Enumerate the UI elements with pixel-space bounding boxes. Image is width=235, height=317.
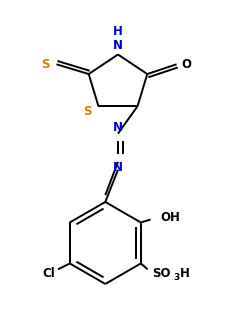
Text: N: N bbox=[113, 121, 123, 134]
Text: O: O bbox=[181, 58, 191, 71]
Text: SO: SO bbox=[153, 267, 171, 280]
Text: H: H bbox=[180, 267, 190, 280]
Text: 3: 3 bbox=[173, 273, 179, 281]
Text: N: N bbox=[113, 39, 123, 52]
Text: H: H bbox=[113, 25, 123, 38]
Text: S: S bbox=[83, 105, 92, 118]
Text: N: N bbox=[113, 161, 123, 174]
Text: S: S bbox=[42, 58, 50, 71]
Text: OH: OH bbox=[160, 211, 180, 224]
Text: Cl: Cl bbox=[42, 267, 55, 280]
